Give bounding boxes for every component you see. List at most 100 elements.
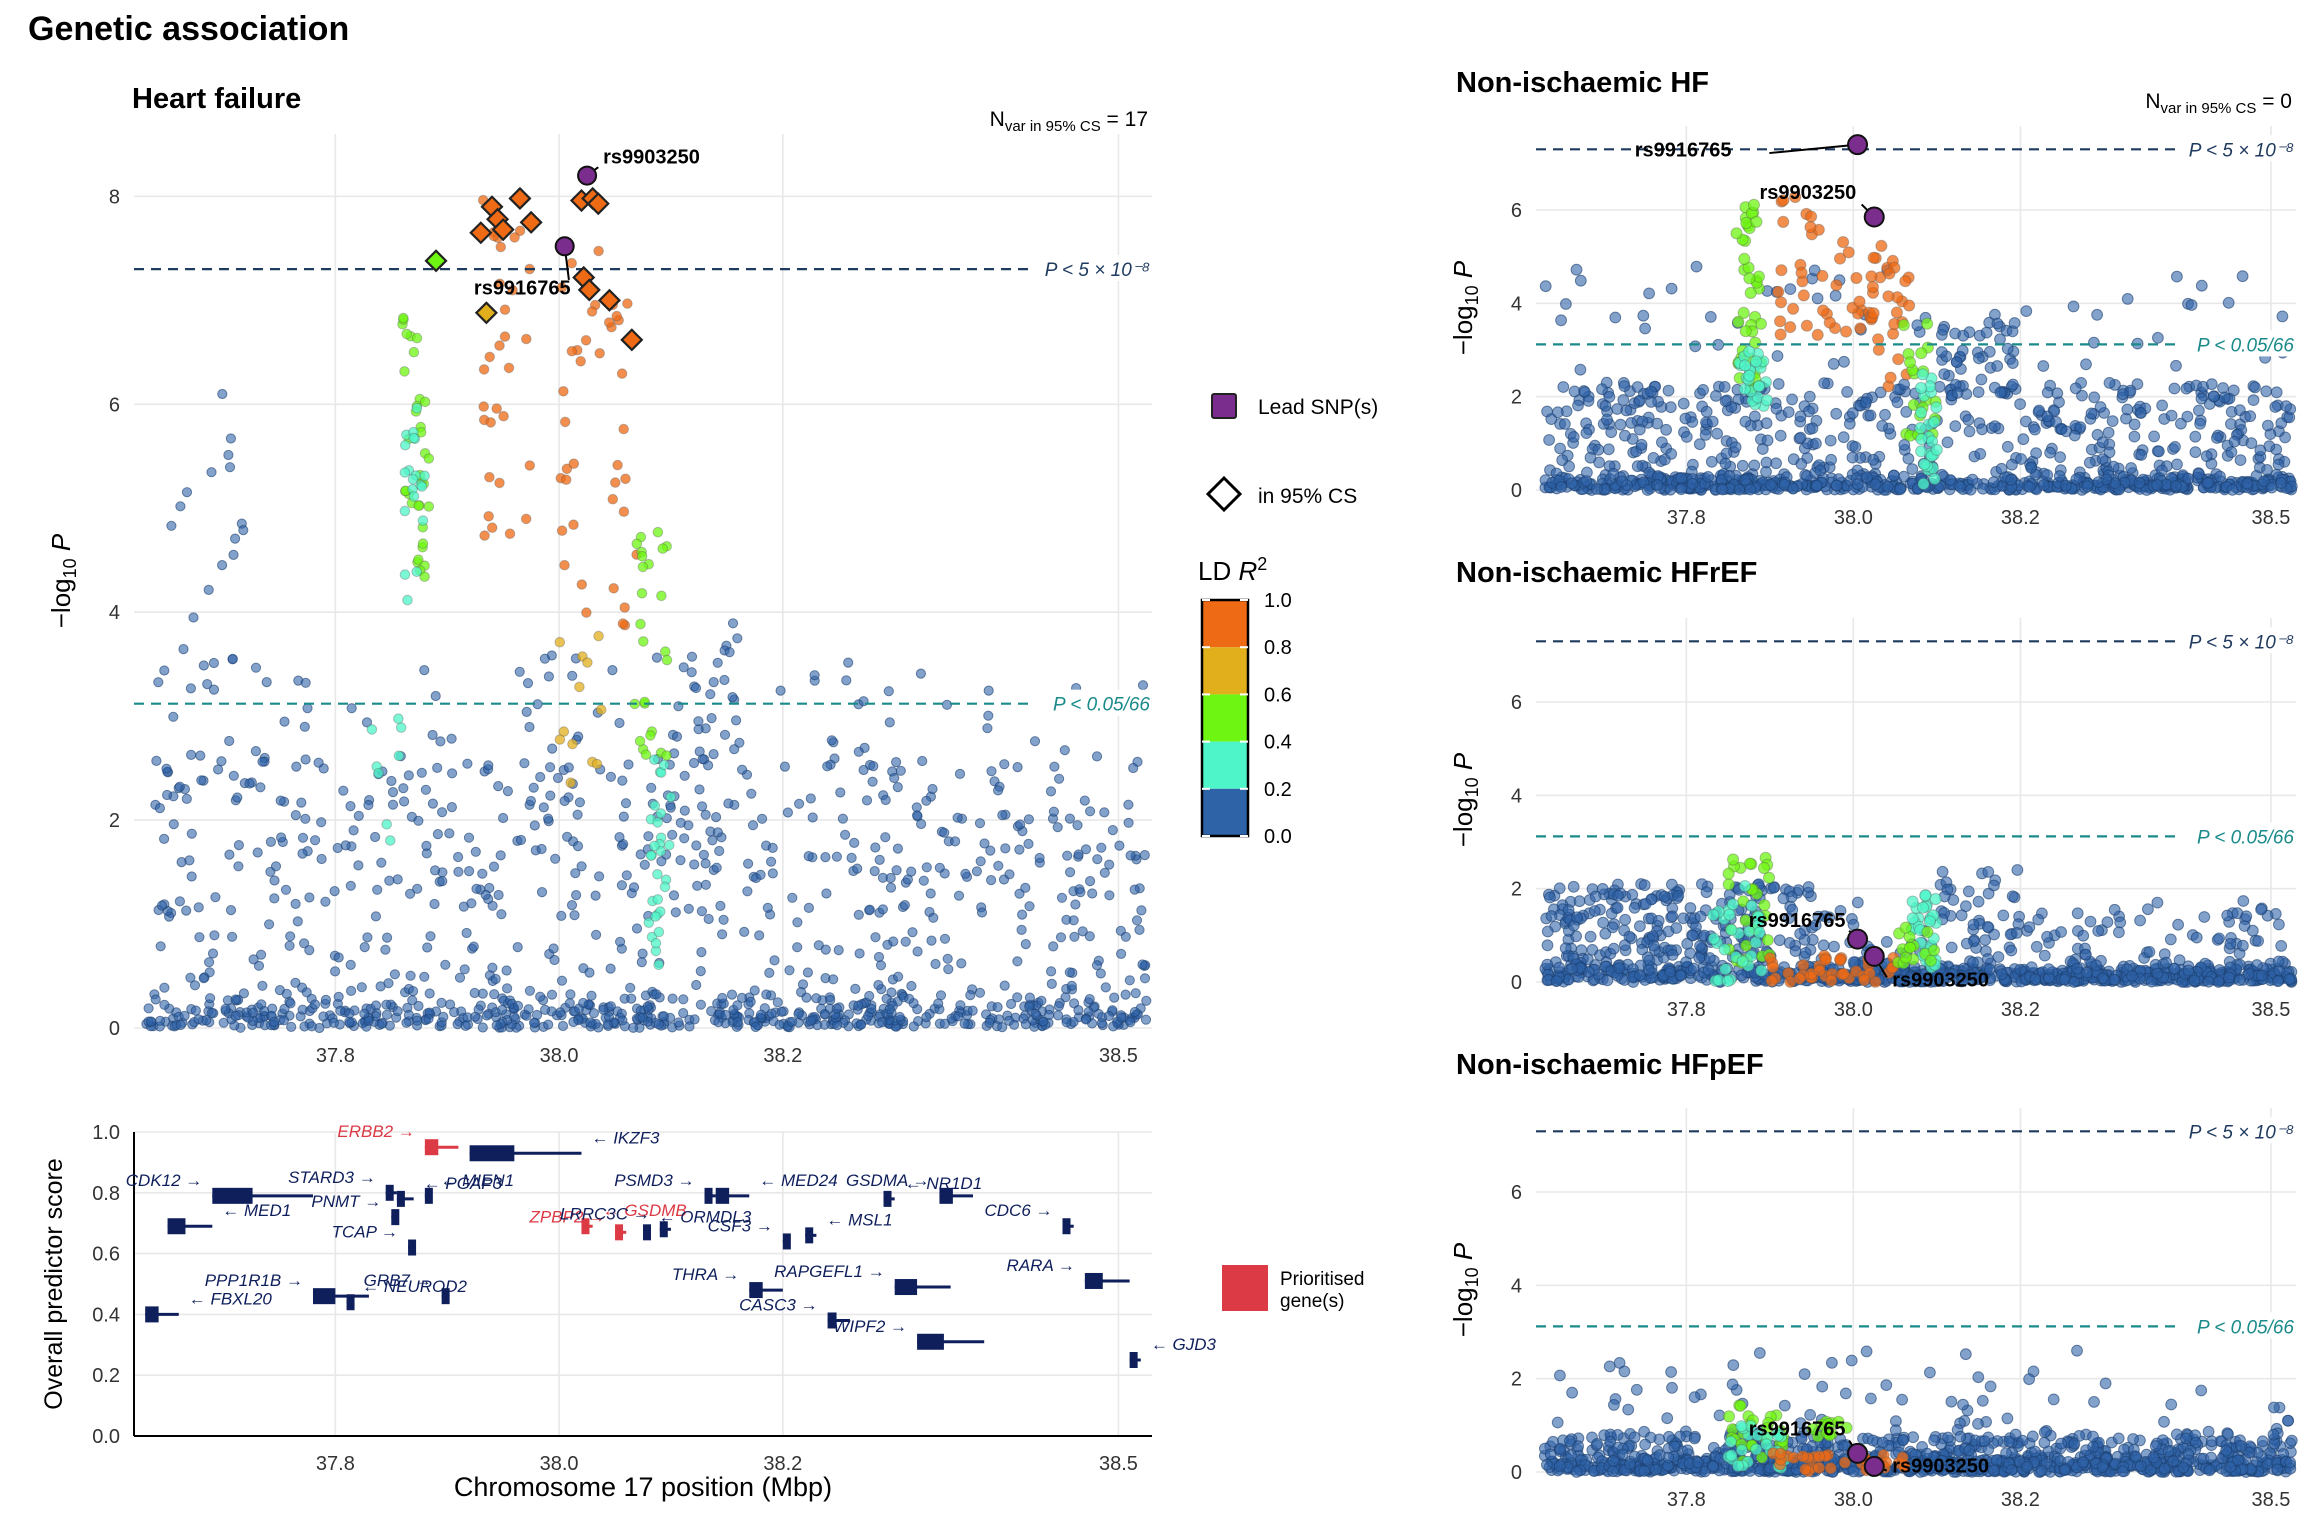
snp-point	[927, 783, 938, 795]
snp-point	[181, 487, 193, 498]
snp-point-ld	[1787, 302, 1800, 315]
snp-point-ld	[1757, 861, 1771, 875]
snp-point	[1104, 859, 1115, 870]
snp-point	[621, 870, 632, 881]
snp-point	[926, 935, 937, 946]
snp-point	[867, 776, 878, 787]
snp-point	[528, 782, 539, 793]
snp-point	[275, 795, 286, 806]
snp-point	[2270, 386, 2283, 399]
snp-point	[523, 1004, 534, 1015]
snp-point	[1972, 1371, 1985, 1384]
snp-point	[2240, 910, 2253, 923]
snp-point	[766, 1008, 777, 1019]
snp-point	[891, 865, 902, 876]
snp-point	[1991, 317, 2004, 330]
snp-point-ld	[559, 416, 571, 428]
snp-point	[2201, 477, 2214, 489]
snp-point	[2010, 927, 2023, 939]
snp-point	[416, 767, 427, 778]
snp-point	[1748, 459, 1761, 472]
snp-point	[2030, 447, 2042, 460]
snp-point	[2272, 975, 2284, 988]
snp-point	[1935, 346, 1948, 358]
snp-point	[1596, 883, 1609, 895]
lead-snp-marker	[577, 165, 598, 186]
snp-point	[667, 993, 678, 1004]
snp-point	[2102, 426, 2115, 439]
snp-point	[1567, 431, 1580, 443]
snp-point	[1736, 459, 1749, 472]
snp-point-ld	[1850, 271, 1863, 285]
snp-point	[563, 762, 574, 773]
snp-point	[2195, 1384, 2208, 1397]
snp-point	[2244, 410, 2257, 423]
snp-point-ld	[1800, 319, 1814, 332]
snp-point-ld	[649, 800, 661, 811]
snp-point	[370, 911, 381, 922]
x-tick-label: 38.5	[2251, 507, 2290, 529]
y-tick-label: 0	[1511, 972, 1522, 994]
y-axis-label: −log10 P	[46, 533, 80, 628]
snp-point	[997, 1022, 1008, 1033]
snp-point	[658, 1011, 670, 1022]
x-tick-label: 38.5	[2251, 1489, 2290, 1511]
snp-point	[1571, 911, 1583, 924]
snp-point	[739, 926, 750, 938]
snp-point	[1584, 930, 1597, 943]
snp-point	[535, 991, 546, 1002]
snp-point-ld	[1749, 355, 1763, 368]
snp-point	[986, 875, 997, 886]
snp-point-ld	[1739, 325, 1752, 338]
snp-point	[1972, 1418, 1984, 1430]
x-tick-label: 38.2	[2001, 1489, 2040, 1511]
snp-point	[2042, 963, 2055, 975]
snp-point	[387, 799, 399, 810]
snp-point	[186, 749, 197, 761]
snp-point	[928, 912, 939, 923]
snp-point	[174, 896, 185, 907]
snp-point	[868, 761, 879, 772]
snp-point	[1824, 434, 1837, 447]
snp-point	[224, 735, 235, 747]
snp-point	[2074, 421, 2087, 434]
snp-point	[398, 783, 409, 794]
snp-point	[1020, 939, 1031, 950]
gene-exon	[883, 1190, 892, 1207]
gene-exon	[424, 1139, 439, 1156]
snp-point-ld	[635, 618, 646, 630]
snp-point	[185, 683, 196, 694]
snp-point	[162, 789, 173, 801]
snp-point	[259, 1006, 270, 1017]
snp-point	[2037, 479, 2050, 492]
snp-point	[522, 678, 534, 689]
snp-point	[488, 861, 500, 872]
snp-point-ld	[1924, 954, 1938, 967]
snp-point	[1614, 418, 1627, 431]
snp-point-ld	[509, 232, 520, 243]
snp-point	[207, 948, 219, 959]
snp-point	[381, 999, 392, 1010]
snp-point	[912, 946, 923, 957]
snp-point	[2151, 896, 2164, 909]
snp-point	[1825, 453, 1837, 466]
snp-point	[261, 677, 272, 688]
snp-point	[1979, 934, 1992, 946]
snp-point-ld	[1837, 236, 1850, 249]
snp-point-ld	[1837, 967, 1850, 981]
credible-set-snp	[491, 218, 515, 242]
snp-point	[413, 1000, 424, 1012]
snp-point	[220, 1003, 231, 1015]
gene-label: ← MIEN1	[440, 1171, 514, 1190]
snp-point	[1633, 394, 1646, 407]
snp-point	[974, 818, 986, 829]
snp-point	[864, 990, 875, 1002]
snp-point	[614, 832, 625, 843]
snp-point	[1846, 451, 1859, 464]
snp-point	[1065, 867, 1076, 878]
snp-point	[1950, 356, 1963, 369]
snp-point	[151, 755, 162, 767]
snp-point	[2060, 479, 2072, 492]
snp-point-ld	[618, 423, 630, 435]
snp-point	[729, 744, 740, 755]
